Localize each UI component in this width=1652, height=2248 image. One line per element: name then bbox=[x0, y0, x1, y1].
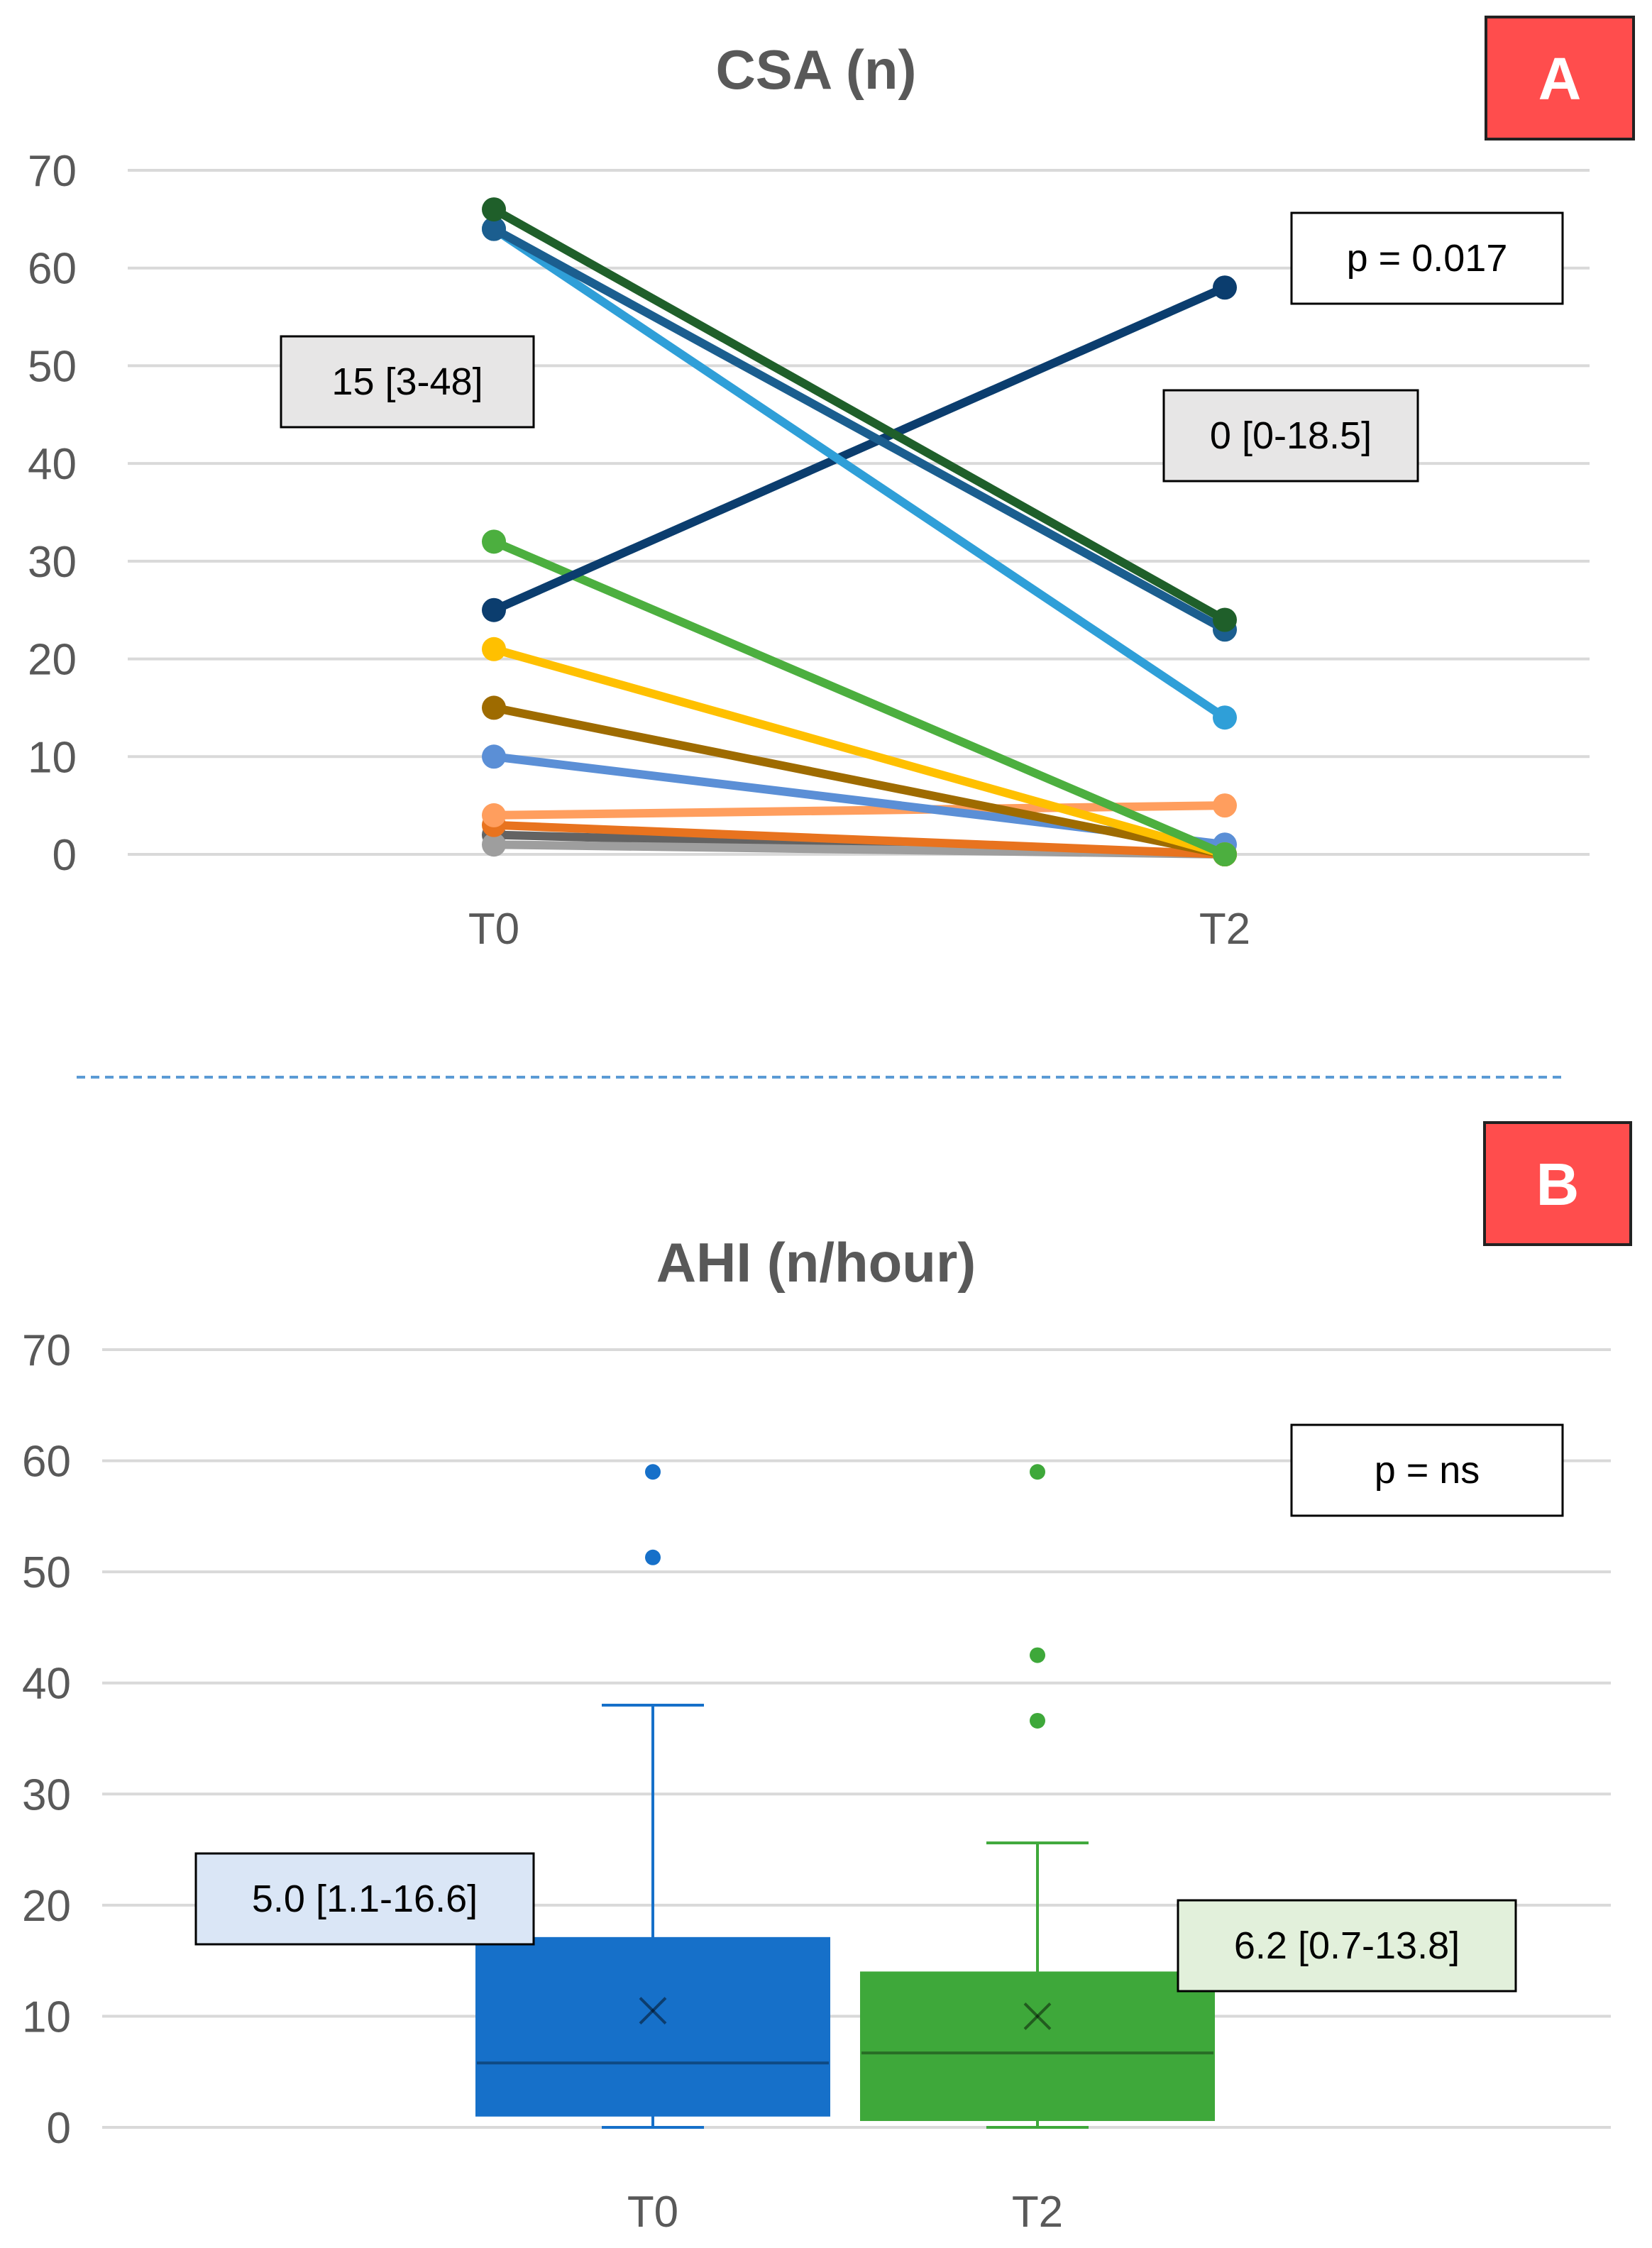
series-line bbox=[490, 820, 1229, 859]
outlier-point bbox=[1030, 1464, 1045, 1480]
series-point bbox=[482, 637, 506, 661]
mean-marker bbox=[1023, 2002, 1052, 2030]
series-point bbox=[482, 695, 506, 720]
y-tick-label: 10 bbox=[28, 733, 77, 782]
series-point bbox=[1213, 842, 1237, 866]
series-point bbox=[1213, 607, 1237, 632]
panel-b-badge-box bbox=[1483, 1121, 1632, 1246]
series-line bbox=[490, 283, 1229, 615]
panel-a: CSA (n) A 0 10 20 30 40 50 60 70 T0 T2 15 [3-48]… bbox=[28, 16, 1635, 954]
outlier-point bbox=[1030, 1712, 1045, 1729]
y-tick-label: 70 bbox=[22, 1326, 71, 1375]
panel-a-x-tick-labels: T0 T2 bbox=[468, 905, 1250, 954]
series-line bbox=[490, 703, 1229, 859]
y-tick-label: 30 bbox=[22, 1770, 71, 1819]
panel-b-title: AHI (n/hour) bbox=[656, 1231, 976, 1294]
panel-a-series bbox=[482, 197, 1237, 866]
panel-a-t2-median-annotation: 0 [0-18.5] bbox=[1162, 389, 1419, 483]
panel-a-badge-label: A bbox=[1538, 45, 1582, 112]
series-line bbox=[490, 224, 1229, 722]
series-point bbox=[482, 197, 506, 222]
box-summary-label: 6.2 [0.7-13.8] bbox=[1234, 1924, 1460, 1967]
series-point bbox=[482, 529, 506, 554]
y-tick-label: 0 bbox=[47, 2104, 71, 2153]
y-tick-label: 60 bbox=[28, 245, 77, 294]
panel-a-p-value-annotation: p = 0.017 bbox=[1290, 211, 1564, 305]
y-tick-label: 40 bbox=[22, 1660, 71, 1709]
y-tick-label: 30 bbox=[28, 538, 77, 587]
mean-marker bbox=[639, 1997, 667, 2025]
series-point bbox=[482, 216, 506, 241]
y-tick-label: 70 bbox=[28, 147, 77, 196]
panel-b-boxes: 5.0 [1.1-16.6] 6.2 [0.7-13.8] bbox=[194, 1464, 1517, 2129]
series-line bbox=[490, 644, 1229, 859]
box-iqr bbox=[475, 1936, 830, 2117]
x-tick-label: T0 bbox=[468, 905, 519, 954]
panel-b-p-value-annotation: p = ns bbox=[1290, 1423, 1564, 1517]
series-point bbox=[482, 744, 506, 769]
panel-b-badge-label: B bbox=[1536, 1151, 1580, 1218]
panel-b-badge: B bbox=[1483, 1121, 1632, 1246]
box-summary-label-box bbox=[194, 1852, 535, 1946]
panel-a-badge: A bbox=[1485, 16, 1635, 140]
series-line bbox=[490, 801, 1229, 820]
y-tick-label: 60 bbox=[22, 1438, 71, 1487]
x-tick-label: T0 bbox=[627, 2188, 678, 2237]
panel-a-t0-median-annotation: 15 [3-48] bbox=[280, 335, 535, 429]
series-point bbox=[1213, 705, 1237, 730]
box-iqr bbox=[860, 1971, 1215, 2122]
panel-a-t0-median-text: 15 [3-48] bbox=[331, 360, 483, 403]
series-point bbox=[1213, 275, 1237, 300]
y-tick-label: 40 bbox=[28, 440, 77, 489]
mean-marker bbox=[1023, 2002, 1052, 2030]
series-point bbox=[482, 803, 506, 827]
panel-b-p-value-text: p = ns bbox=[1375, 1449, 1480, 1492]
outlier-point bbox=[645, 1549, 661, 1565]
series-point bbox=[482, 597, 506, 622]
box-summary-label-box bbox=[1177, 1899, 1517, 1993]
outlier-point bbox=[645, 1464, 661, 1480]
panel-a-y-tick-labels: 0 10 20 30 40 50 60 70 bbox=[28, 147, 77, 880]
x-tick-label: T2 bbox=[1012, 2188, 1063, 2237]
series-point bbox=[482, 832, 506, 857]
panel-a-p-value-text: p = 0.017 bbox=[1347, 237, 1508, 280]
series-point bbox=[1213, 793, 1237, 818]
y-tick-label: 0 bbox=[53, 831, 77, 880]
y-tick-label: 20 bbox=[28, 636, 77, 685]
outlier-point bbox=[1030, 1647, 1045, 1663]
series-line bbox=[490, 537, 1229, 859]
series-line bbox=[490, 224, 1229, 634]
x-tick-label: T2 bbox=[1199, 905, 1250, 954]
panel-b-x-tick-labels: T0 T2 bbox=[627, 2188, 1063, 2237]
series-line bbox=[490, 205, 1229, 624]
panel-a-title: CSA (n) bbox=[715, 38, 916, 101]
mean-marker bbox=[639, 1997, 667, 2025]
panel-b-y-tick-labels: 0 10 20 30 40 50 60 70 bbox=[22, 1326, 71, 2153]
panel-b: B AHI (n/hour) 0 10 20 30 40 50 60 70 T0 T2 5.0 … bbox=[22, 1121, 1632, 2237]
y-tick-label: 50 bbox=[22, 1548, 71, 1597]
y-tick-label: 20 bbox=[22, 1882, 71, 1931]
y-tick-label: 10 bbox=[22, 1993, 71, 2042]
y-tick-label: 50 bbox=[28, 342, 77, 391]
box-summary-label: 5.0 [1.1-16.6] bbox=[252, 1878, 478, 1920]
panel-a-t2-median-text: 0 [0-18.5] bbox=[1210, 414, 1372, 457]
panel-a-badge-box bbox=[1485, 16, 1635, 140]
